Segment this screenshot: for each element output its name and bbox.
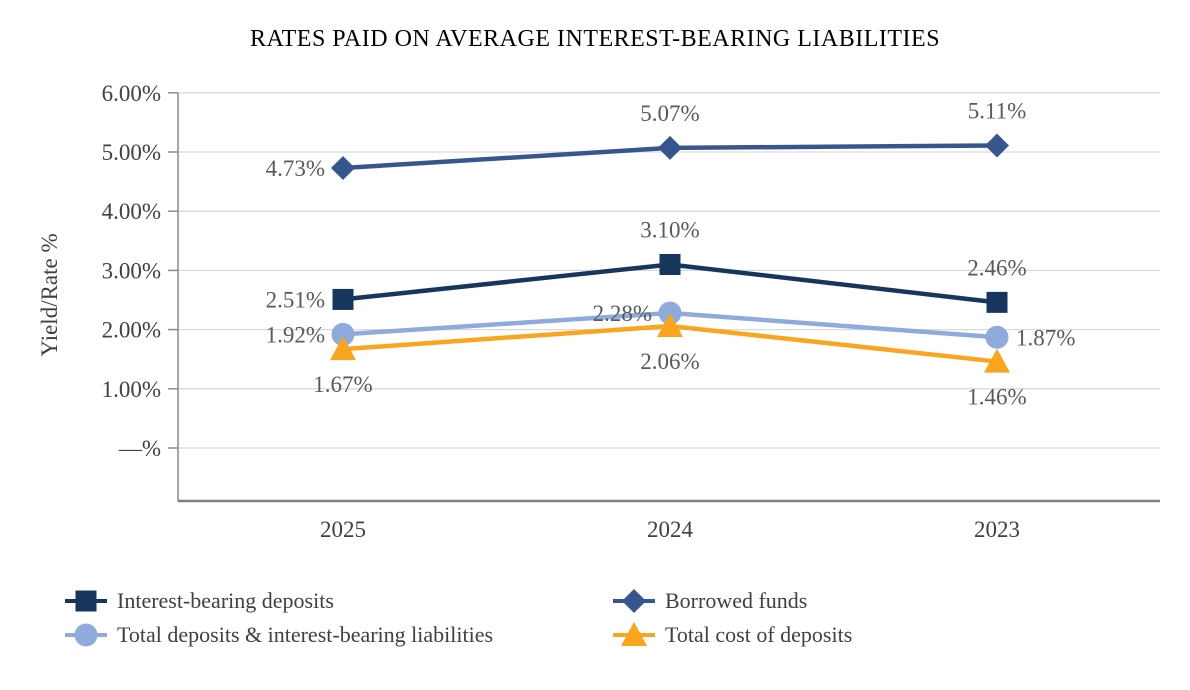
y-tick-label: 3.00% [102,258,161,283]
series-circle: 1.92% 2.28% 1.87% [266,301,1076,350]
x-tick-label: 2024 [647,517,694,542]
circle-marker-icon [658,301,682,325]
data-label: 3.10% [640,217,699,242]
square-legend-marker-icon [65,590,107,612]
chart-legend: Interest-bearing deposits Borrowed funds T… [64,585,1154,651]
triangle-marker-icon [621,622,647,646]
circle-marker-icon [74,623,98,647]
y-tick-label: 6.00% [102,81,161,106]
legend-item: Total deposits & interest-bearing liabil… [64,619,612,651]
series-diamond: 4.73% 5.07% 5.11% [266,98,1027,180]
diamond-legend-marker-icon [613,588,655,614]
circle-marker-icon [985,325,1009,349]
circle-legend-marker-icon [65,623,107,647]
y-tick-label: 4.00% [102,199,161,224]
circle-marker-icon [331,322,355,346]
data-label: 2.06% [640,349,699,374]
diamond-marker-icon [621,588,647,614]
legend-label: Interest-bearing deposits [117,588,334,613]
data-label: 2.28% [593,301,652,326]
data-label: 2.51% [266,287,325,312]
legend-item: Borrowed funds [612,585,1154,617]
data-label: 1.67% [313,372,372,397]
diamond-marker-icon [330,155,356,181]
chart-title: RATES PAID ON AVERAGE INTEREST-BEARING L… [249,26,941,52]
data-label: 5.11% [968,98,1027,123]
x-tick-label: 2025 [320,517,366,542]
square-marker-icon [986,291,1008,313]
square-marker-icon [75,590,97,612]
square-marker-icon [332,288,354,310]
square-marker-icon [659,253,681,275]
diamond-marker-icon [984,133,1010,158]
triangle-marker-icon [657,313,683,338]
data-label: 1.87% [1016,325,1075,350]
x-tick-label: 2023 [974,517,1020,542]
line-chart: 6.00% 5.00% 4.00% 3.00% 2.00% 1.00% —% 2025 2024… [37,81,1160,542]
legend-label: Borrowed funds [665,588,808,613]
legend-item: Total cost of deposits [612,619,1154,651]
series-square: 2.51% 3.10% 2.46% [266,217,1027,313]
data-label: 2.46% [967,255,1026,280]
y-tick-label: 5.00% [102,140,161,165]
y-tick-label: —% [118,436,161,461]
triangle-marker-icon [330,336,356,361]
data-label: 4.73% [266,156,325,181]
triangle-legend-marker-icon [613,622,655,646]
triangle-marker-icon [984,348,1010,373]
y-axis-title: Yield/Rate % [37,233,62,356]
legend-item: Interest-bearing deposits [64,585,612,617]
y-tick-label: 2.00% [102,318,161,343]
data-label: 1.46% [967,385,1026,410]
series-triangle: 1.67% 2.06% 1.46% [313,313,1027,410]
y-tick-label: 1.00% [102,377,161,402]
data-label: 5.07% [640,101,699,126]
diamond-marker-icon [657,135,683,160]
legend-label: Total cost of deposits [665,622,853,647]
data-label: 1.92% [266,322,325,347]
legend-label: Total deposits & interest-bearing liabil… [117,622,494,647]
